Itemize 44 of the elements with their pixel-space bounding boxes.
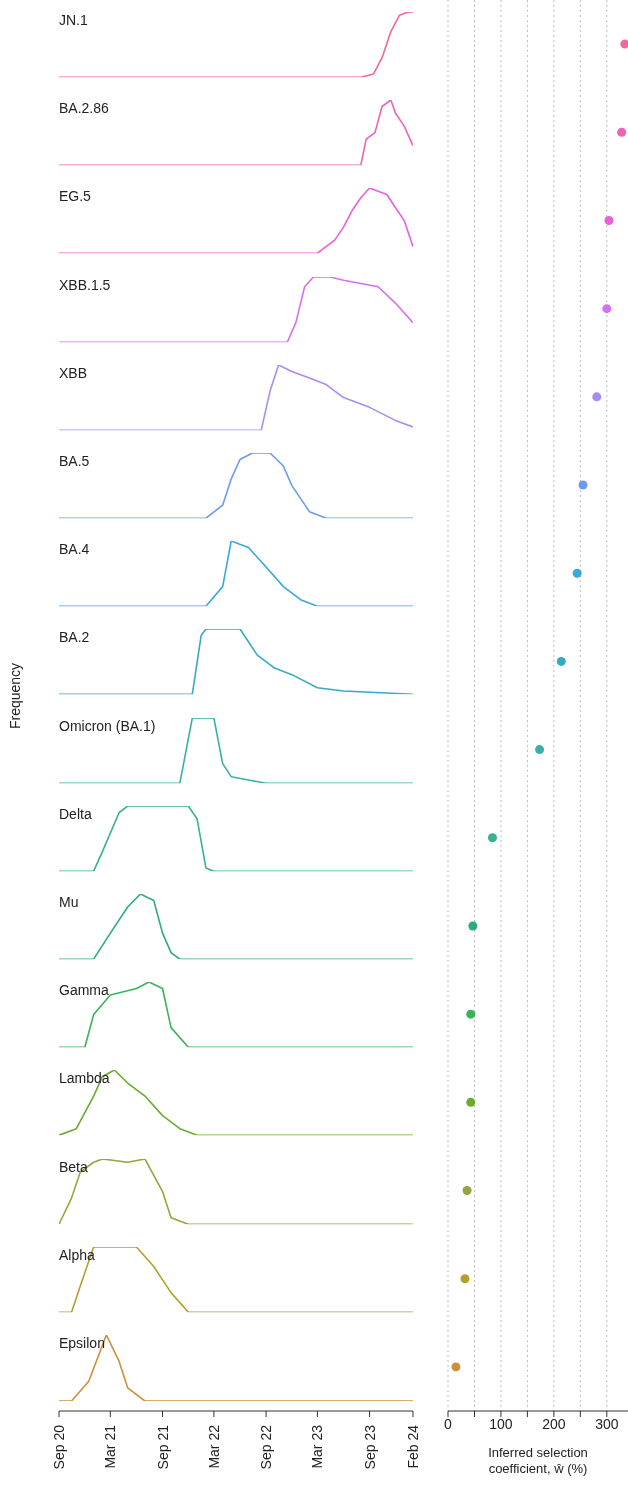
chart-title: JN.1 <box>59 12 88 28</box>
point <box>462 1186 472 1196</box>
chart-title: Delta <box>59 805 92 822</box>
x-tick-label: 300 <box>595 1415 619 1432</box>
x-tick-label: Sep 23 <box>361 1424 378 1470</box>
point <box>592 392 602 402</box>
x-axis-title: Inferred selection coefficient, ŵ (%) <box>488 1445 588 1476</box>
x-tick-label: Sep 20 <box>51 1424 67 1470</box>
point <box>466 1009 476 1019</box>
chart-title: BA.2.86 <box>59 100 109 117</box>
x-tick-label: Sep 22 <box>258 1424 275 1470</box>
point <box>556 656 566 666</box>
x-tick-label: Mar 21 <box>102 1424 119 1469</box>
x-tick-label: Mar 22 <box>205 1424 222 1469</box>
x-tick-label: Sep 21 <box>154 1424 171 1470</box>
point <box>468 921 478 931</box>
chart-title: Mu <box>59 894 79 910</box>
chart-title: Gamma <box>59 982 109 999</box>
chart-title: BA.2 <box>59 629 90 646</box>
point <box>602 304 612 314</box>
point <box>460 1274 470 1284</box>
point <box>604 215 614 225</box>
x-tick-label: 200 <box>542 1415 566 1432</box>
point <box>451 1362 461 1372</box>
point <box>617 127 627 137</box>
x-tick-label: 0 <box>444 1415 453 1432</box>
chart-title: Epsilon <box>59 1335 105 1351</box>
chart-title: Omicron (BA.1) <box>59 717 156 734</box>
chart-title: BA.4 <box>59 541 90 558</box>
x-tick-label: 100 <box>489 1415 513 1432</box>
point <box>487 833 497 843</box>
chart-title: BA.5 <box>59 453 90 469</box>
point <box>620 39 628 49</box>
chart-title: Beta <box>59 1158 88 1175</box>
chart-title: EG.5 <box>59 188 91 205</box>
x-tick-label: Mar 23 <box>309 1424 326 1469</box>
point <box>466 1097 476 1107</box>
y-axis-title: Frequency <box>7 662 23 729</box>
chart-title: XBB <box>59 364 88 381</box>
chart-title: XBB.1.5 <box>59 276 111 293</box>
point <box>535 745 545 755</box>
point <box>572 568 582 578</box>
point <box>578 480 588 490</box>
x-tick-label: Feb 24 <box>405 1424 421 1469</box>
